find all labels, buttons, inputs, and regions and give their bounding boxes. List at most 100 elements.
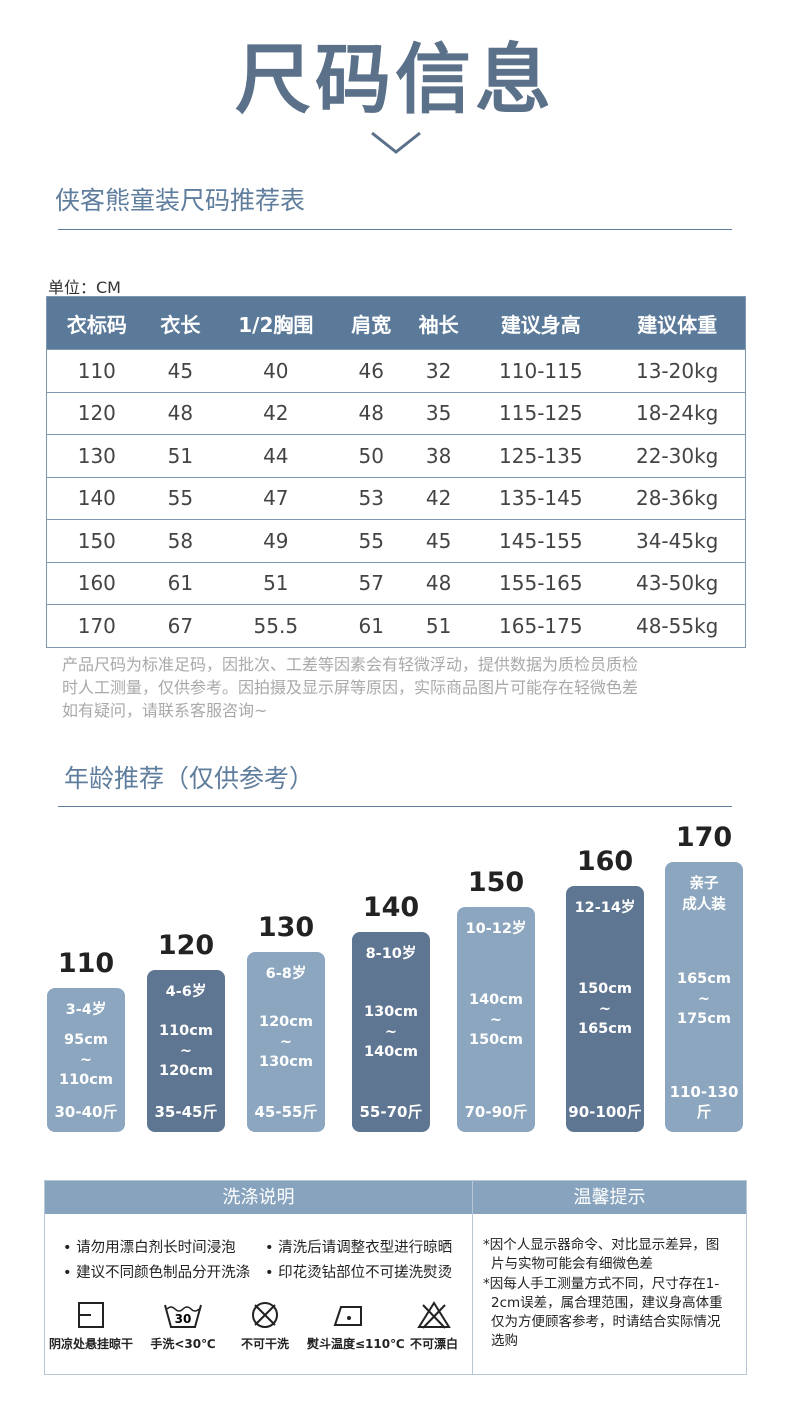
column-header: 衣标码 (46, 296, 147, 350)
table-cell: 22-30kg (609, 434, 746, 477)
table-cell: 42 (213, 391, 338, 435)
divider (472, 1181, 473, 1374)
age: 3-4岁 (47, 998, 125, 1019)
notes: 产品尺码为标准足码，因批次、工差等因素会有轻微浮动，提供数据为质检员质检 时人工测… (62, 653, 638, 722)
care-icon: 不可干洗 (223, 1301, 307, 1352)
age: 8-10岁 (352, 942, 430, 963)
wash-tip: • 清洗后请调整衣型进行晾晒 (265, 1240, 453, 1256)
table-cell: 38 (404, 434, 473, 477)
weight: 55-70斤 (359, 1103, 423, 1121)
table-cell: 67 (146, 604, 214, 647)
height-line: ~ (384, 1024, 398, 1040)
divider (58, 229, 732, 230)
table-cell: 43-50kg (609, 561, 746, 605)
height-line: 140cm (364, 1044, 418, 1060)
table-cell: 28-36kg (609, 476, 746, 520)
table-cell: 160 (46, 561, 147, 605)
size-label: 120 (157, 930, 215, 961)
table-cell: 155-165 (472, 561, 610, 605)
height-line: ~ (79, 1052, 93, 1068)
note-line: 时人工测量，仅供参考。因拍摄及显示屏等原因，实际商品图片可能存在轻微色差 (62, 678, 639, 697)
size-label: 110 (57, 948, 115, 979)
care-icon: 不可漂白 (392, 1301, 476, 1352)
wash-tip: • 印花烫钻部位不可搓洗熨烫 (265, 1265, 453, 1281)
height-line: 140cm (469, 991, 523, 1008)
height-range: 95cm ~110cm (47, 1030, 125, 1090)
height-line: 110cm (59, 1072, 113, 1088)
height-range: 140cm ~150cm (457, 990, 535, 1050)
chevron (371, 131, 421, 154)
age: 12-14岁 (566, 896, 644, 917)
column-header: 肩宽 (337, 296, 405, 350)
table-cell: 55.5 (213, 604, 338, 647)
band-title: 温馨提示 (473, 1181, 746, 1214)
table-cell: 18-24kg (609, 391, 746, 435)
table-cell: 58 (146, 519, 214, 562)
icon-label: 熨斗温度≤110℃ (307, 1337, 405, 1351)
column-header: 1/2胸围 (213, 296, 338, 350)
size-label: 150 (467, 867, 525, 898)
table-cell: 51 (404, 604, 473, 647)
table-cell: 61 (337, 604, 405, 647)
height-range: 120cm ~130cm (247, 1012, 325, 1072)
height-line: ~ (279, 1034, 293, 1050)
table-cell: 48-55kg (609, 604, 746, 647)
table-cell: 51 (146, 434, 214, 477)
size-label: 130 (257, 912, 315, 943)
table-row: 150 58 49 55 45 145-155 34-45kg (46, 519, 746, 562)
height-line: 120cm (159, 1063, 213, 1079)
table-cell: 42 (404, 476, 473, 520)
table-cell: 34-45kg (609, 519, 746, 562)
age: 亲子 成人装 (665, 872, 743, 914)
table-cell: 47 (213, 476, 338, 520)
age-card: 亲子 成人装 165cm ~175cm 110-130斤 (665, 862, 743, 1132)
table-cell: 32 (404, 349, 473, 392)
age: 4-6岁 (147, 980, 225, 1001)
table-cell: 53 (337, 476, 405, 520)
table-cell: 45 (146, 349, 214, 392)
section-title: 年龄推荐（仅供参考） (64, 764, 315, 793)
table-cell: 50 (337, 434, 405, 477)
height-line: ~ (179, 1043, 193, 1059)
table-cell: 57 (337, 561, 405, 605)
table-cell: 48 (404, 561, 473, 605)
size-label: 140 (362, 892, 420, 923)
table-row: 160 61 51 57 48 155-165 43-50kg (46, 561, 746, 605)
weight: 35-45斤 (154, 1103, 218, 1121)
table-cell: 55 (337, 519, 405, 562)
notice-list: *因个人显示器命令、对比显示差异，图片与实物可能会有细微色差 *因每人手工测量方式… (483, 1236, 731, 1352)
table-cell: 49 (213, 519, 338, 562)
table-cell: 51 (213, 561, 338, 605)
weight: 110-130斤 (669, 1083, 739, 1121)
care-icon: 阴凉处悬挂晾干 (49, 1301, 133, 1352)
height-line: 110cm (159, 1023, 213, 1039)
column-header: 袖长 (404, 296, 473, 350)
height-line: 95cm (64, 1032, 108, 1048)
column-header: 衣长 (146, 296, 214, 350)
age-card: 4-6岁 110cm ~120cm 35-45斤 (147, 970, 225, 1132)
height-line: ~ (598, 1001, 612, 1017)
weight: 70-90斤 (464, 1103, 528, 1121)
age-card: 3-4岁 95cm ~110cm 30-40斤 (47, 988, 125, 1132)
height-line: 130cm (364, 1004, 418, 1020)
height-line: 150cm (578, 981, 632, 997)
table-row: 110 45 40 46 32 110-115 13-20kg (46, 349, 746, 392)
table-cell: 140 (46, 476, 147, 520)
table-cell: 120 (46, 391, 147, 435)
height-line: 175cm (677, 1010, 731, 1027)
weight: 45-55斤 (254, 1103, 318, 1121)
note-line: 产品尺码为标准足码，因批次、工差等因素会有轻微浮动，提供数据为质检员质检 (62, 655, 639, 674)
care-icon: 熨斗温度≤110℃ (307, 1301, 405, 1352)
page-title: 尺码信息 (235, 35, 555, 124)
section-title: 侠客熊童装尺码推荐表 (55, 186, 306, 215)
table-cell: 13-20kg (609, 349, 746, 392)
table-cell: 165-175 (472, 604, 610, 647)
table-cell: 61 (146, 561, 214, 605)
table-cell: 135-145 (472, 476, 610, 520)
table-cell: 45 (404, 519, 473, 562)
care-icon: 30 手洗<30℃ (141, 1301, 225, 1352)
age-card: 8-10岁 130cm ~140cm 55-70斤 (352, 932, 430, 1132)
height-line: 165cm (578, 1021, 632, 1037)
size-label: 160 (576, 846, 634, 877)
table-cell: 44 (213, 434, 338, 477)
